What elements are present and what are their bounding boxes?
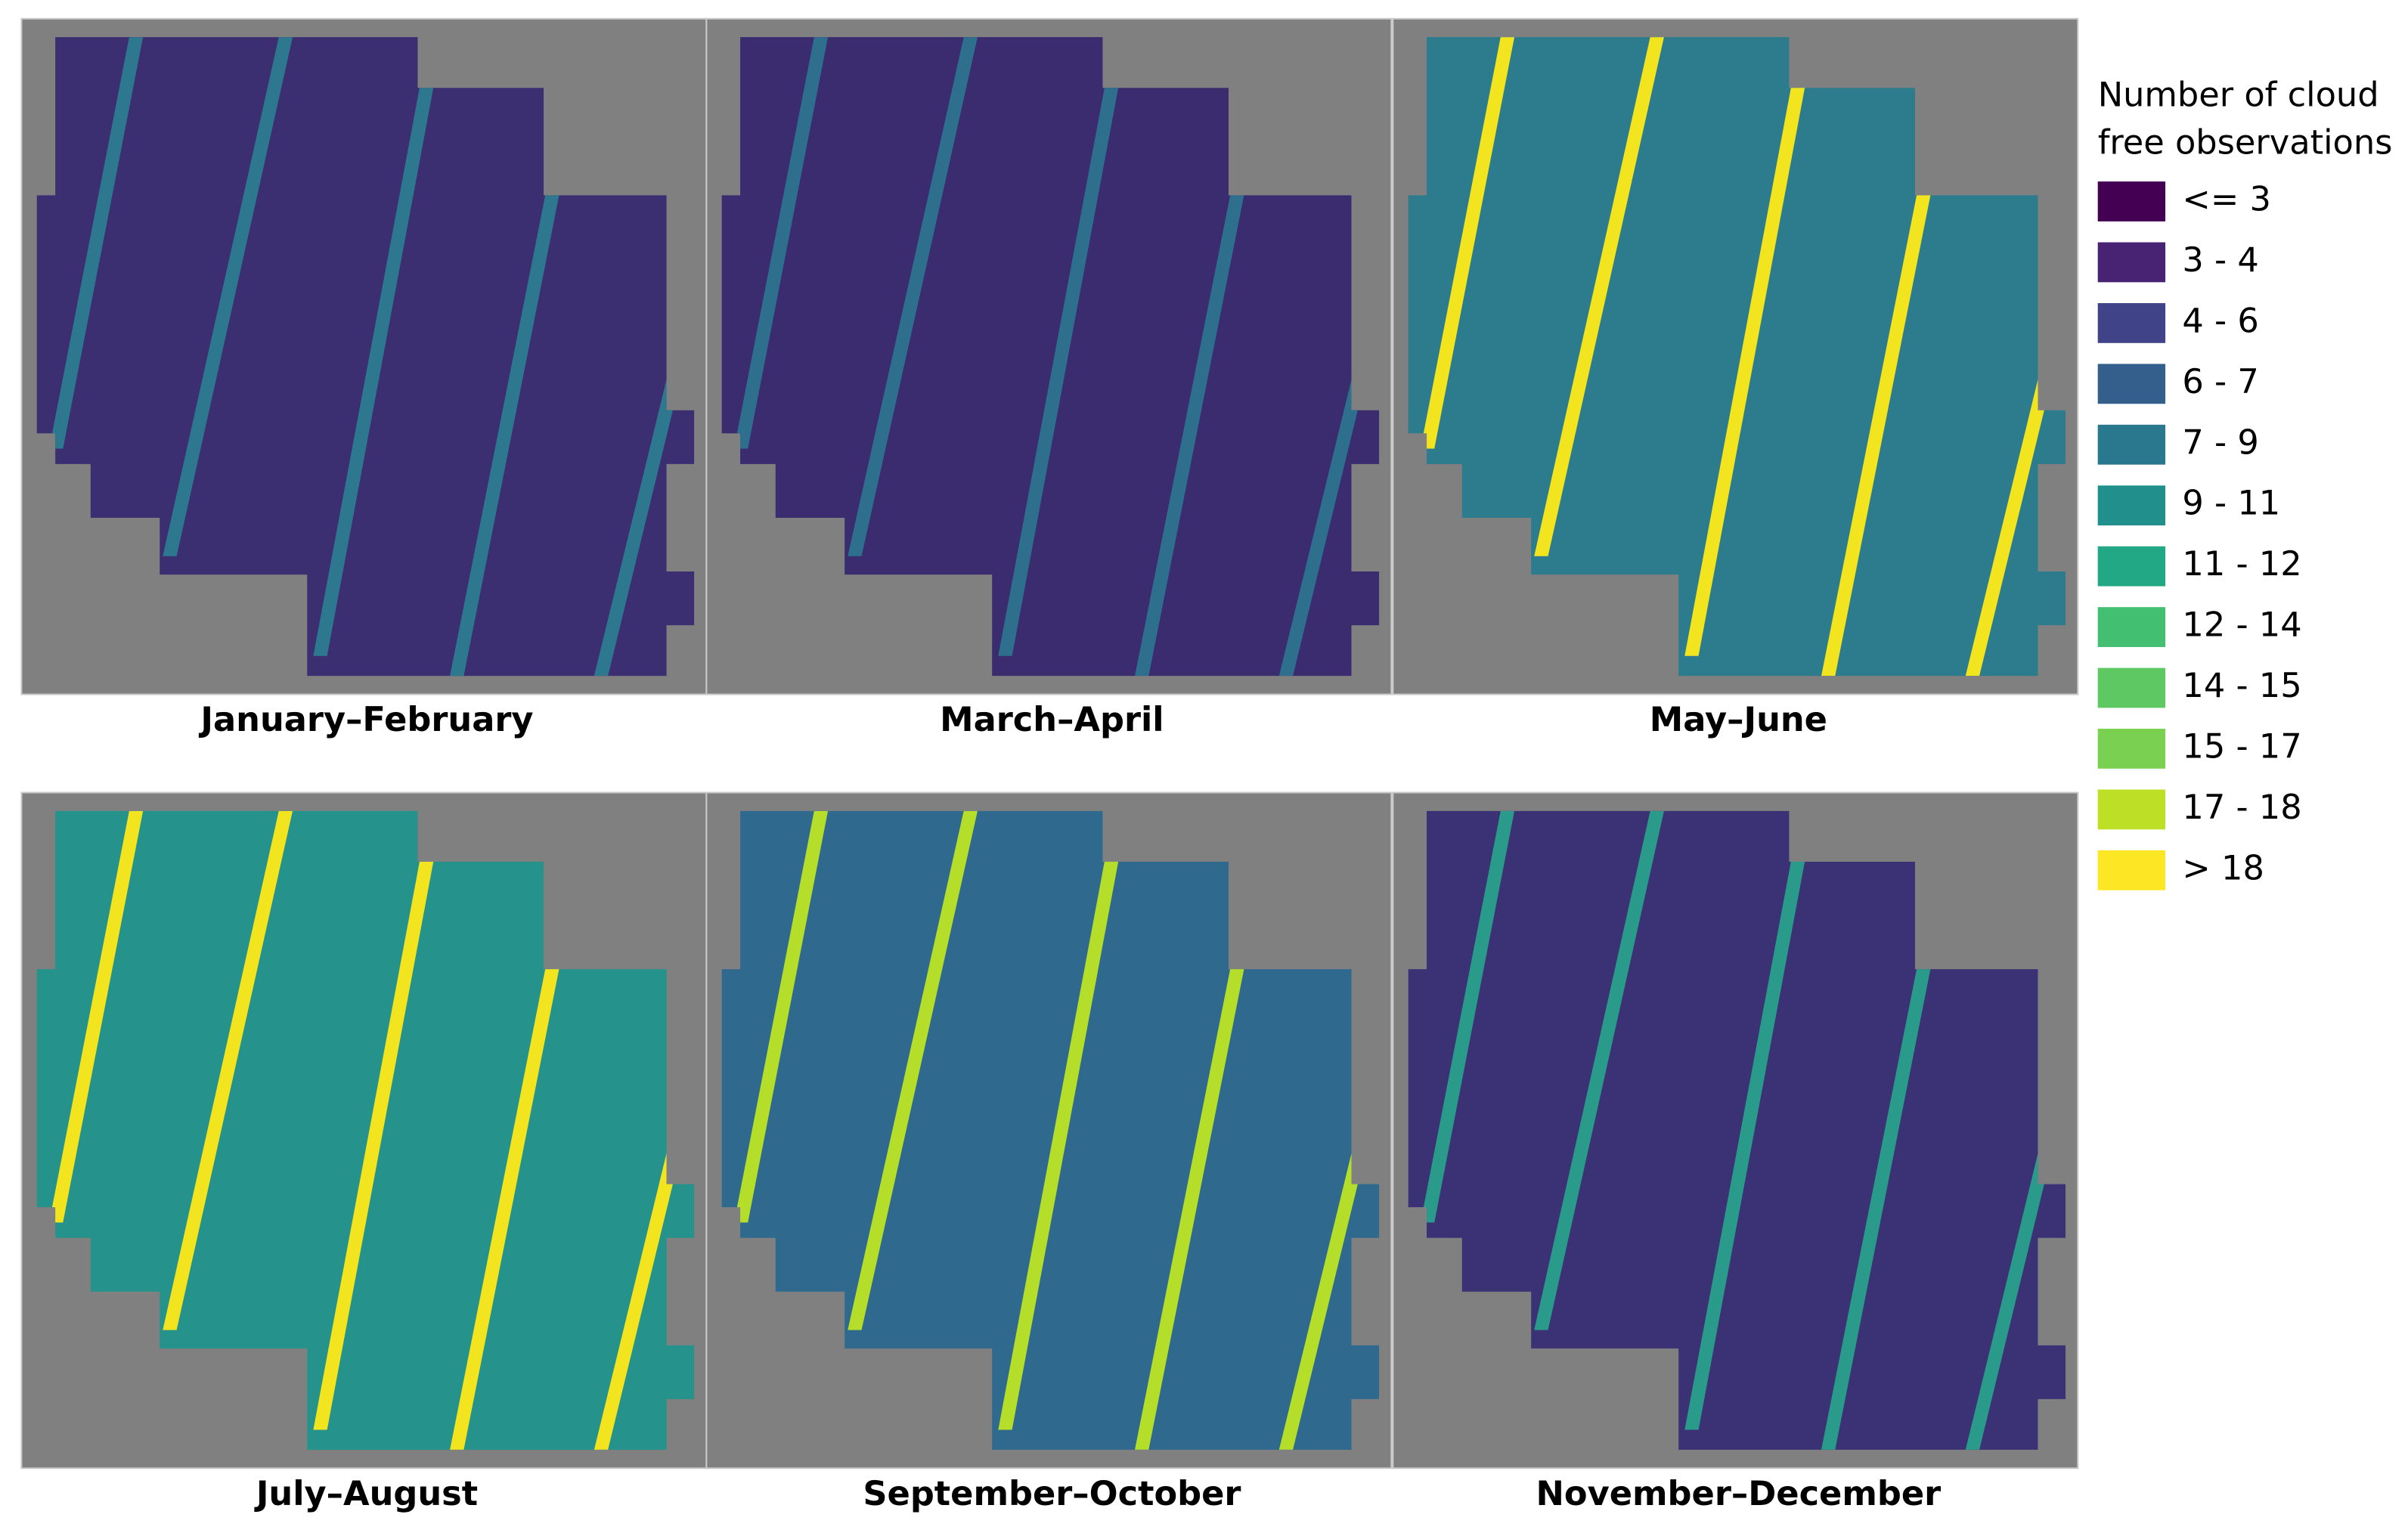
panel-title: May–June bbox=[1650, 700, 1827, 739]
panel-title: January–February bbox=[198, 700, 533, 739]
legend-swatch bbox=[2097, 546, 2166, 587]
coverage-footprint bbox=[1408, 810, 2066, 1450]
overlap-stripe bbox=[998, 838, 1123, 1430]
overlap-stripe bbox=[1534, 810, 1671, 1330]
legend-swatch bbox=[2097, 364, 2166, 404]
overlap-stripe bbox=[49, 37, 150, 449]
map-panel bbox=[20, 17, 708, 695]
legend-swatch bbox=[2097, 729, 2166, 769]
legend-label: 4 - 6 bbox=[2182, 301, 2258, 340]
legend-label: > 18 bbox=[2182, 848, 2264, 887]
overlap-stripe bbox=[586, 1153, 680, 1450]
legend-swatch bbox=[2097, 181, 2166, 221]
overlap-stripe bbox=[313, 64, 438, 656]
overlap-stripe bbox=[163, 37, 300, 556]
coverage-footprint bbox=[36, 810, 695, 1450]
overlap-stripe bbox=[1815, 938, 1937, 1450]
overlap-stripe bbox=[1957, 1153, 2052, 1450]
overlap-stripe bbox=[444, 938, 566, 1450]
legend-label: 11 - 12 bbox=[2182, 544, 2301, 584]
map-panel bbox=[705, 791, 1393, 1470]
overlap-stripe bbox=[998, 64, 1123, 656]
legend-swatch bbox=[2097, 850, 2166, 890]
legend-label: 17 - 18 bbox=[2182, 788, 2301, 827]
overlap-stripe bbox=[1420, 810, 1520, 1223]
coverage-footprint bbox=[721, 37, 1380, 677]
overlap-stripe bbox=[444, 164, 566, 677]
overlap-stripe bbox=[1957, 379, 2052, 677]
legend-label: 14 - 15 bbox=[2182, 666, 2301, 705]
legend-label: <= 3 bbox=[2182, 180, 2270, 219]
legend-label: 9 - 11 bbox=[2182, 484, 2280, 523]
panel-title: July–August bbox=[254, 1474, 478, 1513]
coverage-footprint bbox=[1408, 37, 2066, 677]
legend-label: 15 - 17 bbox=[2182, 726, 2301, 766]
overlap-stripe bbox=[733, 37, 834, 449]
coverage-footprint bbox=[721, 810, 1380, 1450]
overlap-stripe bbox=[163, 810, 300, 1330]
overlap-stripe bbox=[313, 838, 438, 1430]
stripes bbox=[733, 37, 1365, 677]
legend-label: 6 - 7 bbox=[2182, 362, 2258, 401]
stripes bbox=[49, 810, 680, 1450]
legend-swatch bbox=[2097, 607, 2166, 647]
legend-label: 7 - 9 bbox=[2182, 423, 2258, 462]
coverage-footprint bbox=[36, 37, 695, 677]
panel-title: September–October bbox=[863, 1474, 1241, 1513]
overlap-stripe bbox=[49, 810, 150, 1223]
legend-label: 3 - 4 bbox=[2182, 240, 2258, 280]
overlap-stripe bbox=[1128, 938, 1250, 1450]
overlap-stripe bbox=[1271, 379, 1365, 677]
legend-swatch bbox=[2097, 424, 2166, 465]
stripes bbox=[1420, 37, 2052, 677]
legend-label: 12 - 14 bbox=[2182, 605, 2301, 645]
legend-title: free observations bbox=[2098, 122, 2393, 162]
overlap-stripe bbox=[1534, 37, 1671, 556]
overlap-stripe bbox=[1128, 164, 1250, 677]
overlap-stripe bbox=[848, 37, 985, 556]
overlap-stripe bbox=[1684, 838, 1809, 1430]
panel-title: November–December bbox=[1536, 1474, 1942, 1513]
legend-swatch bbox=[2097, 667, 2166, 708]
stripes bbox=[733, 810, 1365, 1450]
overlap-stripe bbox=[848, 810, 985, 1330]
legend-title: Number of cloud bbox=[2098, 75, 2379, 114]
legend-swatch bbox=[2097, 789, 2166, 830]
overlap-stripe bbox=[1420, 37, 1520, 449]
map-panel bbox=[705, 17, 1393, 695]
legend-swatch bbox=[2097, 242, 2166, 283]
legend-swatch bbox=[2097, 485, 2166, 526]
overlap-stripe bbox=[733, 810, 834, 1223]
stripes bbox=[49, 37, 680, 677]
map-panel bbox=[1392, 791, 2079, 1470]
map-panel bbox=[1392, 17, 2079, 695]
overlap-stripe bbox=[1684, 64, 1809, 656]
stripes bbox=[1420, 810, 2052, 1450]
overlap-stripe bbox=[1815, 164, 1937, 677]
overlap-stripe bbox=[1271, 1153, 1365, 1450]
legend-swatch bbox=[2097, 302, 2166, 343]
overlap-stripe bbox=[586, 379, 680, 677]
map-panel bbox=[20, 791, 708, 1470]
panel-title: March–April bbox=[940, 700, 1164, 739]
